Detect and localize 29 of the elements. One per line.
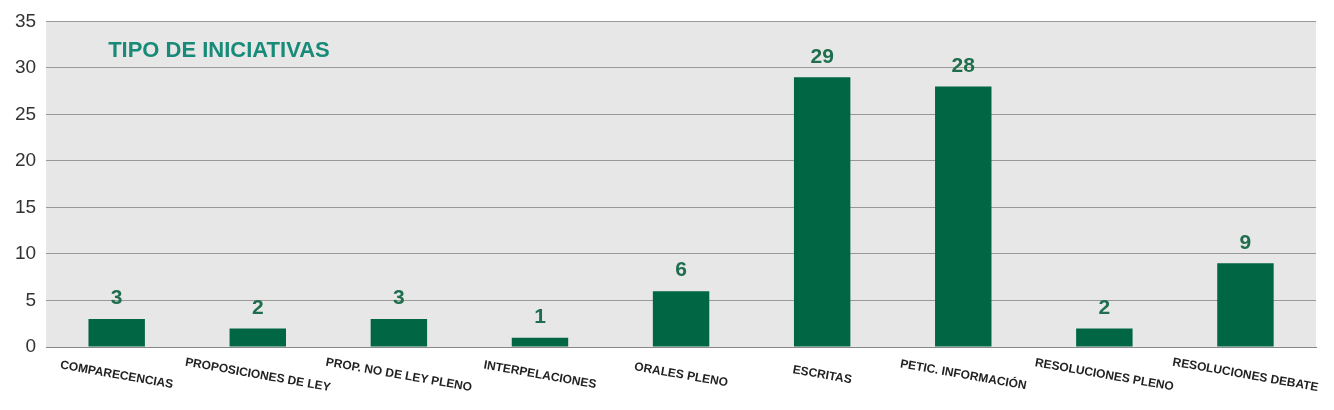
x-tick-label: ORALES PLENO [633,359,730,390]
bar [88,319,145,347]
bar [935,86,992,347]
y-tick-label: 35 [14,9,37,31]
data-label: 1 [534,303,547,327]
bar [229,328,286,347]
y-tick-label: 5 [25,288,37,310]
text: TIPO DE INICIATIVAS [108,37,330,63]
y-tick-label: 25 [14,102,37,124]
bar [370,319,428,347]
x-tick-label: ESCRITAS [791,362,853,387]
data-label: 3 [110,285,123,309]
bar [1217,263,1274,347]
bar [652,291,710,347]
bar [511,337,569,347]
y-tick-label: 10 [14,242,37,264]
y-tick-label: 0 [25,335,37,357]
data-label: 28 [951,52,976,76]
data-label: 9 [1239,229,1252,253]
y-tick-label: 30 [14,56,37,78]
data-label: 2 [251,294,264,318]
y-tick-label: 20 [14,149,37,171]
data-label: 2 [1098,294,1111,318]
bar [1076,328,1133,347]
bar [793,77,851,347]
data-label: 3 [393,285,405,309]
data-label: 6 [675,257,687,281]
y-tick-label: 15 [14,195,37,217]
data-label: 29 [810,43,834,67]
